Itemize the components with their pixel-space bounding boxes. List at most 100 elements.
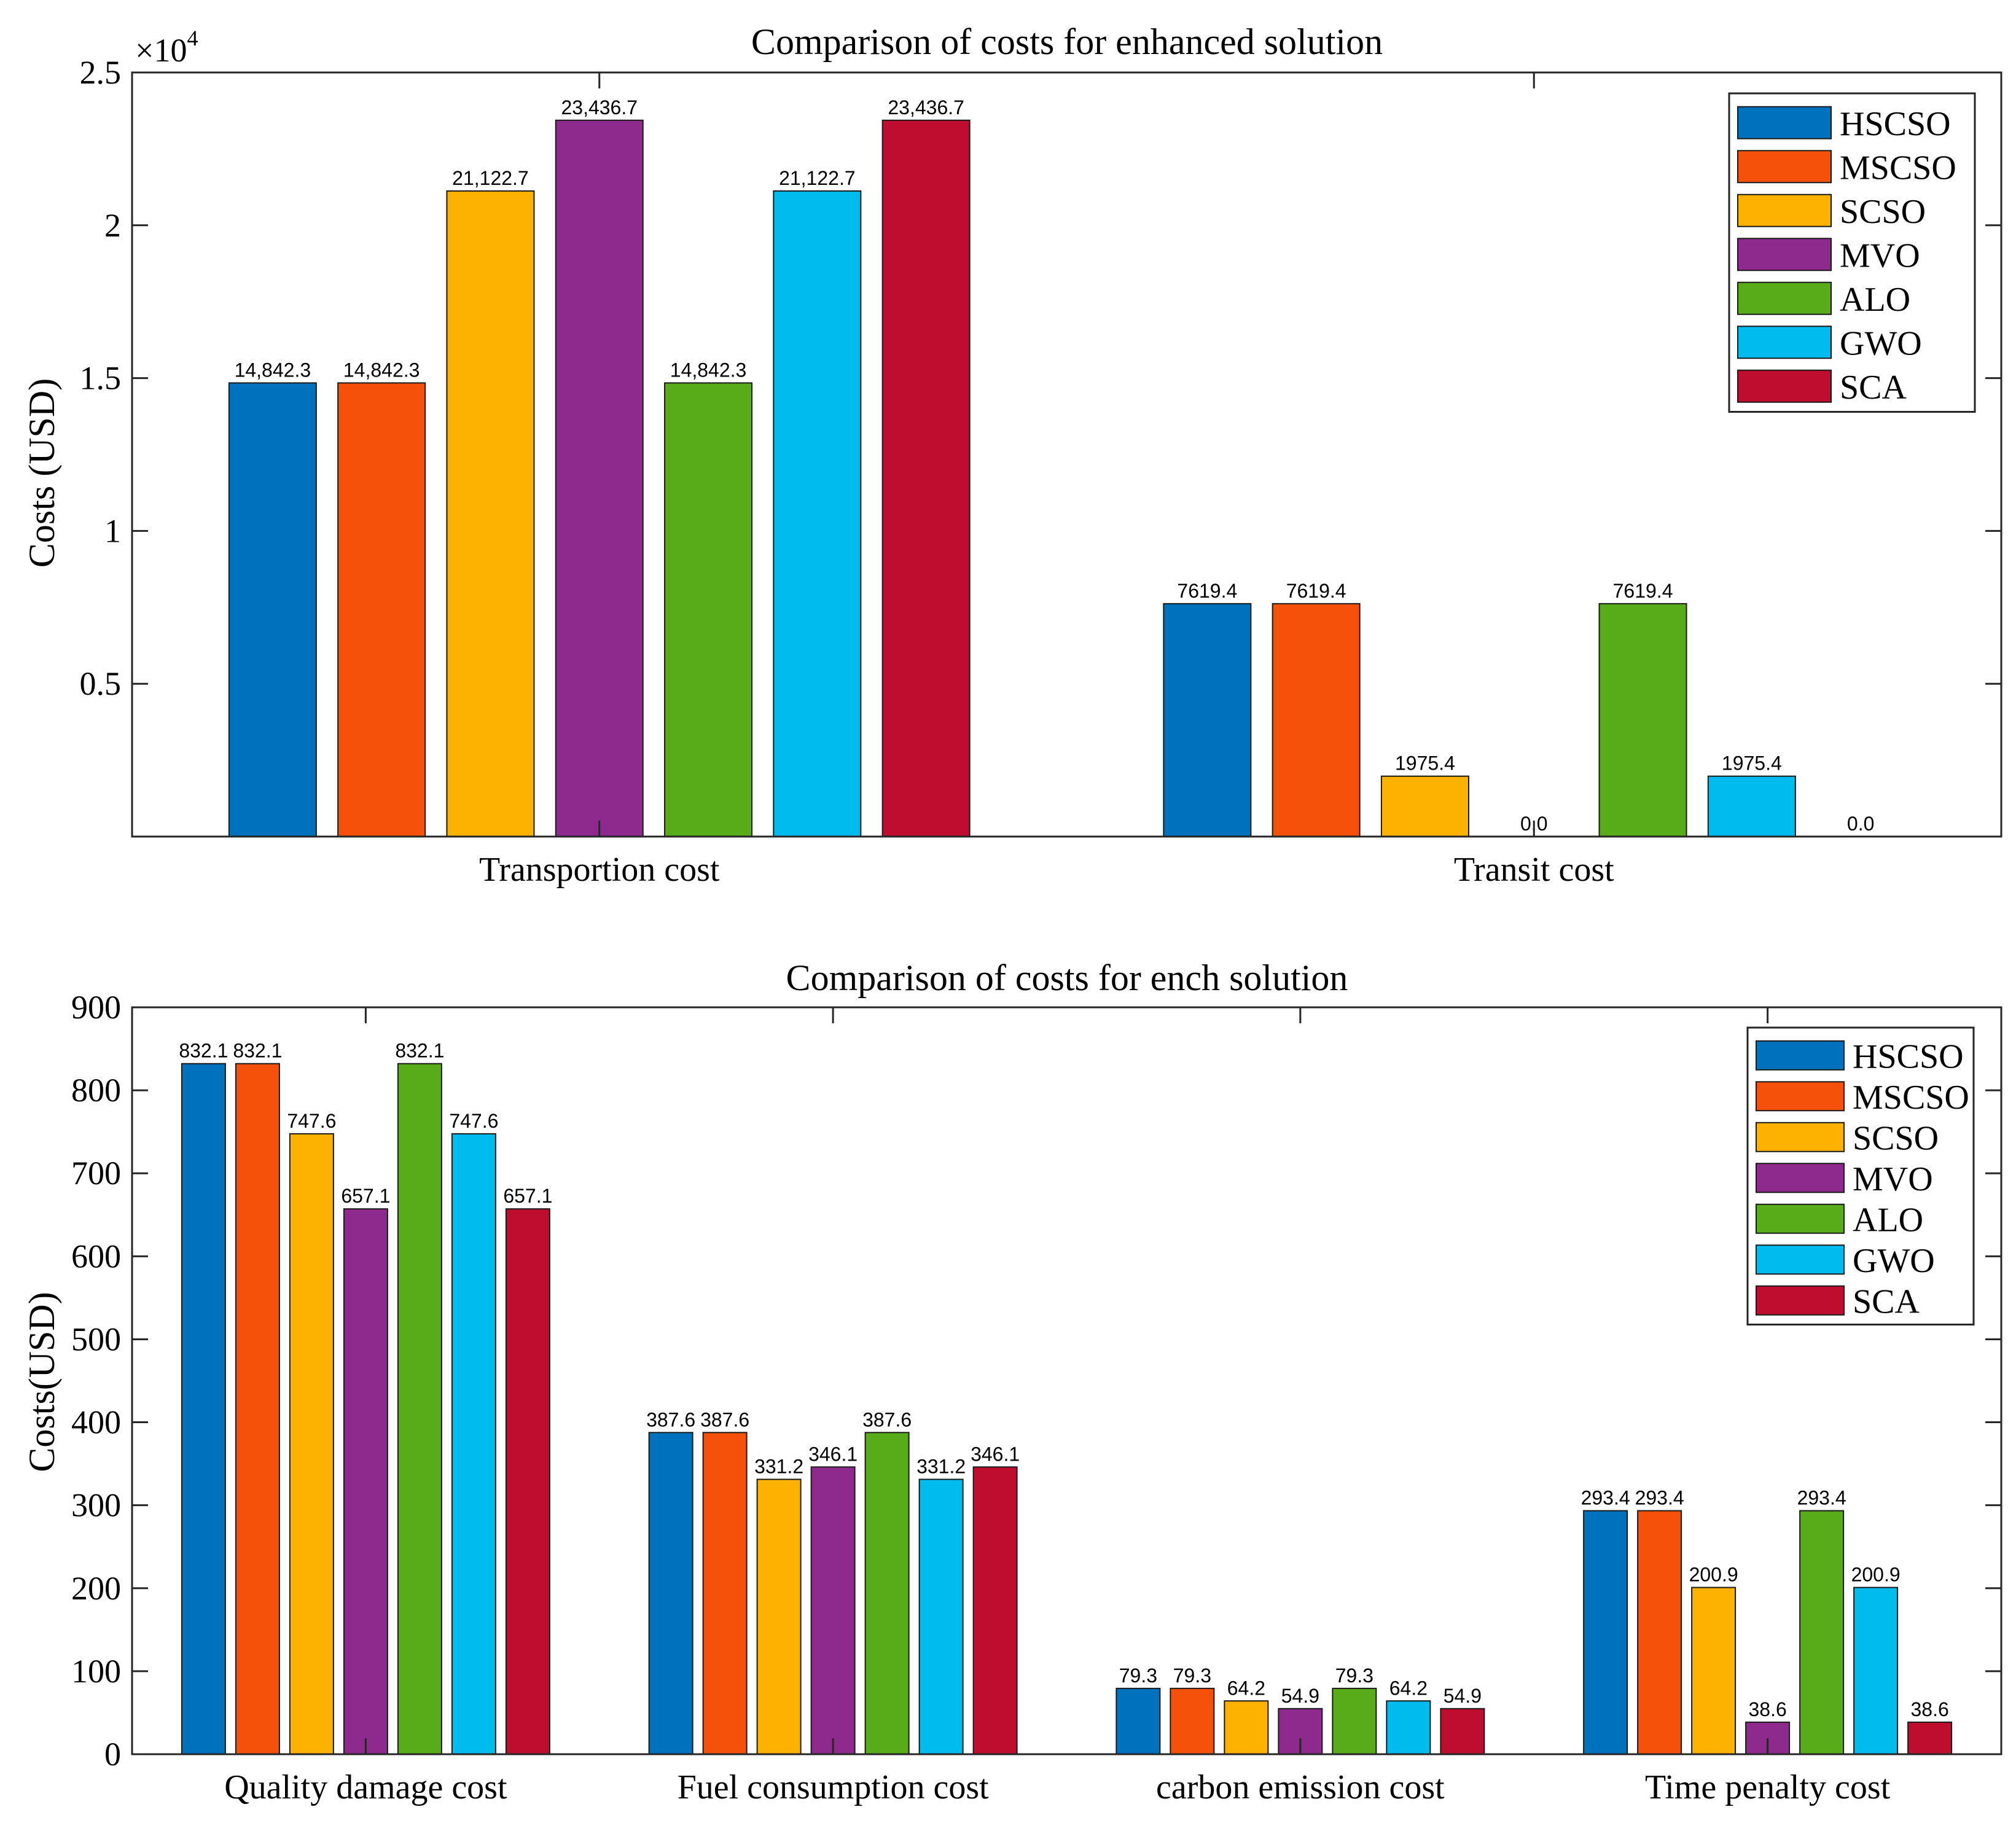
tick-group: 0.5 1 1.5 2 2.5 Transportion cost Transit cost bbox=[80, 54, 2001, 889]
data-label: 7619.4 bbox=[1177, 580, 1237, 602]
data-label: 38.6 bbox=[1910, 1698, 1948, 1720]
y-exponent-base: ×10 bbox=[135, 32, 187, 69]
bar-sca bbox=[1440, 1708, 1485, 1755]
bar-scso bbox=[1691, 1587, 1737, 1755]
bar-mvo bbox=[555, 119, 644, 838]
legend-label: MVO bbox=[1840, 236, 1920, 275]
bar-alo bbox=[664, 382, 753, 837]
bar-alo bbox=[1799, 1510, 1845, 1755]
bar-mvo bbox=[810, 1466, 856, 1755]
y-tick-label: 900 bbox=[71, 989, 121, 1026]
data-label: 79.3 bbox=[1173, 1665, 1211, 1687]
data-label: 21,122.7 bbox=[779, 167, 856, 189]
data-label: 346.1 bbox=[808, 1443, 858, 1465]
chart-title: Comparison of costs for enhanced solutio… bbox=[751, 21, 1383, 62]
y-tick-label: 1.5 bbox=[80, 360, 122, 397]
x-category-label: Quality damage cost bbox=[224, 1768, 507, 1806]
bar-gwo bbox=[1707, 775, 1796, 838]
bar-scso bbox=[289, 1133, 334, 1755]
bar-sca bbox=[1907, 1721, 1953, 1755]
bar-gwo bbox=[451, 1133, 496, 1755]
bar-gwo bbox=[1853, 1587, 1899, 1755]
data-label: 832.1 bbox=[233, 1040, 282, 1062]
y-tick-label: 200 bbox=[71, 1570, 121, 1607]
bar-hscso bbox=[1583, 1510, 1628, 1755]
legend-label: MVO bbox=[1853, 1160, 1933, 1198]
bar-hscso bbox=[648, 1432, 693, 1755]
bar-sca bbox=[881, 119, 971, 838]
bar-scso bbox=[756, 1478, 802, 1755]
bar-hscso bbox=[228, 382, 317, 837]
y-tick-label: 600 bbox=[71, 1238, 121, 1275]
bar-alo bbox=[1598, 603, 1687, 837]
x-category-label: Transportion cost bbox=[479, 851, 720, 889]
bar-gwo bbox=[1386, 1700, 1431, 1755]
data-label: 747.6 bbox=[287, 1110, 336, 1132]
data-label: 21,122.7 bbox=[452, 167, 529, 189]
y-tick-label: 100 bbox=[71, 1653, 121, 1690]
plot-frame bbox=[131, 71, 2002, 838]
legend-swatch-hscso bbox=[1756, 1040, 1845, 1071]
legend-label: MSCSO bbox=[1853, 1079, 1969, 1117]
data-label: 747.6 bbox=[449, 1110, 498, 1132]
chart-enhanced-solution: Comparison of costs for enhanced solutio… bbox=[21, 21, 2002, 889]
y-tick-label: 300 bbox=[71, 1487, 121, 1524]
bar-scso bbox=[1380, 775, 1469, 838]
data-label: 7619.4 bbox=[1286, 580, 1346, 602]
legend-swatch-mvo bbox=[1756, 1163, 1845, 1193]
bar-mscso bbox=[1170, 1687, 1215, 1755]
x-category-label: Time penalty cost bbox=[1645, 1768, 1891, 1806]
bar-alo bbox=[864, 1432, 910, 1755]
legend-label: SCSO bbox=[1840, 193, 1926, 231]
bar-gwo bbox=[918, 1478, 964, 1755]
legend-label: ALO bbox=[1840, 281, 1910, 319]
legend-swatch-gwo bbox=[1756, 1244, 1845, 1275]
bar-hscso bbox=[181, 1063, 226, 1755]
data-label: 1975.4 bbox=[1722, 752, 1782, 775]
legend-label: SCA bbox=[1853, 1282, 1920, 1321]
data-label: 14,842.3 bbox=[235, 359, 311, 381]
y-tick-label: 800 bbox=[71, 1072, 121, 1109]
bar-mscso bbox=[337, 382, 426, 837]
x-category-label: Fuel consumption cost bbox=[678, 1768, 990, 1806]
data-label: 0.0 bbox=[1847, 813, 1874, 835]
legend-label: GWO bbox=[1853, 1242, 1935, 1280]
data-label: 387.6 bbox=[646, 1408, 695, 1431]
y-tick-label: 400 bbox=[71, 1404, 121, 1441]
data-label: 657.1 bbox=[503, 1185, 552, 1207]
plot-frame bbox=[131, 1006, 2002, 1755]
data-label: 79.3 bbox=[1335, 1665, 1373, 1687]
legend-swatch-mscso bbox=[1756, 1081, 1845, 1112]
data-label: 7619.4 bbox=[1613, 580, 1673, 602]
legend-label: MSCSO bbox=[1840, 149, 1956, 187]
bar-group: 14,842.3 14,842.3 21,122.7 23,436.7 14,842.3… bbox=[228, 96, 1874, 838]
legend-swatch-hscso bbox=[1737, 106, 1832, 139]
data-label: 64.2 bbox=[1389, 1677, 1428, 1699]
data-label: 23,436.7 bbox=[561, 96, 638, 119]
data-label: 64.2 bbox=[1227, 1677, 1265, 1699]
bar-scso bbox=[446, 190, 535, 837]
bar-mscso bbox=[702, 1432, 748, 1755]
chart-each-solution: Comparison of costs for ench solution Co… bbox=[21, 958, 2002, 1806]
bar-gwo bbox=[773, 190, 862, 837]
data-label: 331.2 bbox=[754, 1456, 803, 1478]
data-label: 14,842.3 bbox=[670, 359, 747, 381]
data-label: 200.9 bbox=[1851, 1564, 1901, 1586]
bar-mvo bbox=[343, 1208, 388, 1755]
data-label: 832.1 bbox=[179, 1040, 228, 1062]
legend-label: SCSO bbox=[1853, 1119, 1939, 1157]
y-tick-label: 2.5 bbox=[80, 54, 122, 91]
legend-label: ALO bbox=[1853, 1201, 1923, 1239]
data-label: 293.4 bbox=[1635, 1487, 1684, 1509]
legend-swatch-alo bbox=[1737, 281, 1832, 315]
data-label: 38.6 bbox=[1748, 1698, 1786, 1720]
y-tick-label: 0 bbox=[104, 1736, 121, 1773]
y-axis-label: Costs (USD) bbox=[21, 378, 62, 568]
legend-swatch-alo bbox=[1756, 1203, 1845, 1234]
data-label: 346.1 bbox=[971, 1443, 1020, 1465]
legend-label: HSCSO bbox=[1853, 1037, 1964, 1075]
y-axis-exponent: ×104 bbox=[135, 26, 198, 69]
x-category-label: Transit cost bbox=[1454, 851, 1614, 889]
